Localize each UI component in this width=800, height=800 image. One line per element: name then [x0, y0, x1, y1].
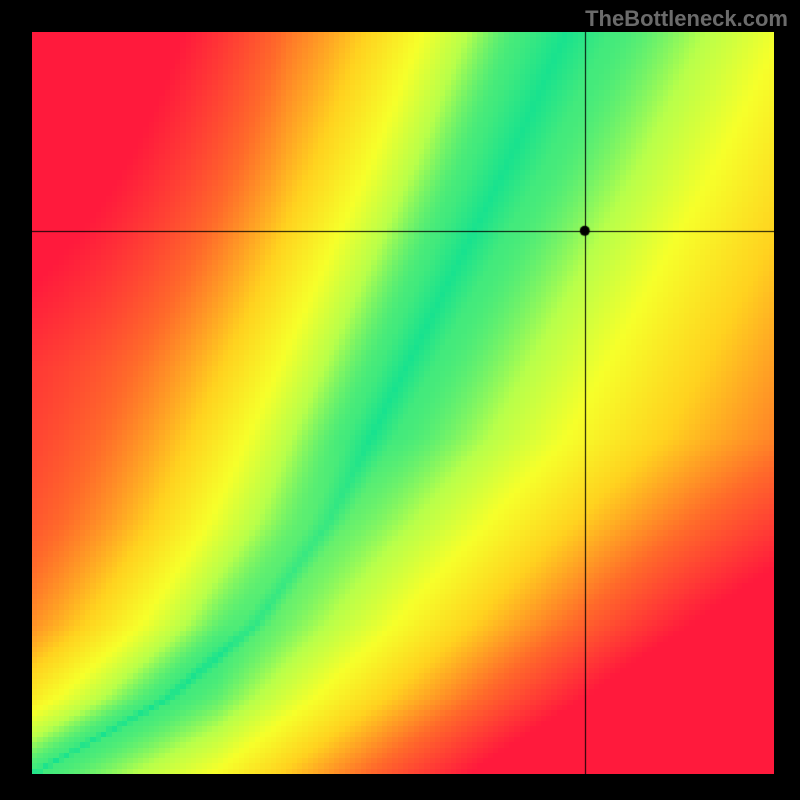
watermark-text: TheBottleneck.com — [585, 6, 788, 32]
bottleneck-heatmap — [32, 32, 774, 774]
chart-container: TheBottleneck.com — [0, 0, 800, 800]
